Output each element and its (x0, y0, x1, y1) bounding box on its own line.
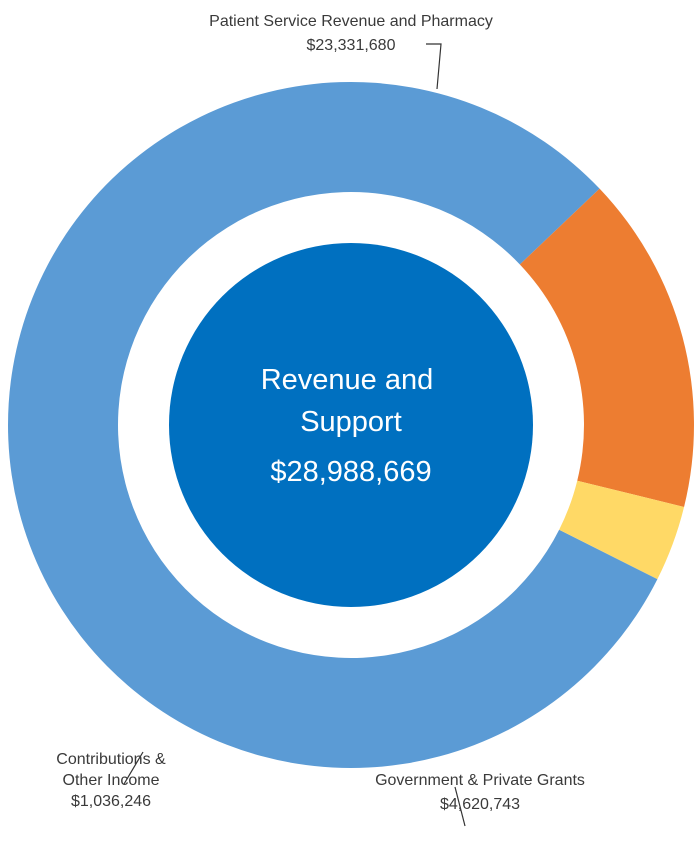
center-title: Revenue and Support (261, 364, 442, 438)
slice-name-line-government-and-private-grants: Government & Private Grants (375, 772, 585, 789)
leader-line-group (123, 43, 466, 827)
slice-label-contributions-and-other-income: Contributions & Other Income $1,036,246 (56, 751, 166, 810)
slice-label-group: Patient Service Revenue and Pharmacy $23,… (56, 13, 585, 813)
slice-value-patient-service-revenue-and-pharmacy: $23,331,680 (307, 37, 396, 54)
slice-patient-service-revenue-and-pharmacy (8, 82, 658, 769)
center-total-value: $28,988,669 (270, 456, 431, 488)
center-title-line-2: Support (300, 406, 402, 438)
slice-contributions-and-other-income (559, 480, 685, 580)
slice-name-line-contributions-and-other-income: Contributions & (56, 751, 166, 768)
leader-line-patient-service-revenue-and-pharmacy (426, 43, 442, 90)
leader-line-contributions-and-other-income (123, 751, 144, 785)
slice-value-government-and-private-grants: $4,620,743 (440, 796, 520, 813)
slice-value-contributions-and-other-income: $1,036,246 (71, 793, 151, 810)
center-disc (169, 243, 533, 607)
slice-name-line-contributions-and-other-income: Other Income (63, 772, 160, 789)
slice-name-line-patient-service-revenue-and-pharmacy: Patient Service Revenue and Pharmacy (209, 13, 493, 30)
slice-group (8, 82, 694, 769)
leader-line-government-and-private-grants (454, 786, 466, 827)
slice-label-patient-service-revenue-and-pharmacy: Patient Service Revenue and Pharmacy $23,… (209, 13, 493, 54)
slice-government-and-private-grants (519, 188, 694, 508)
center-title-line-1: Revenue and (261, 364, 434, 396)
slice-label-government-and-private-grants: Government & Private Grants $4,620,743 (375, 772, 585, 813)
